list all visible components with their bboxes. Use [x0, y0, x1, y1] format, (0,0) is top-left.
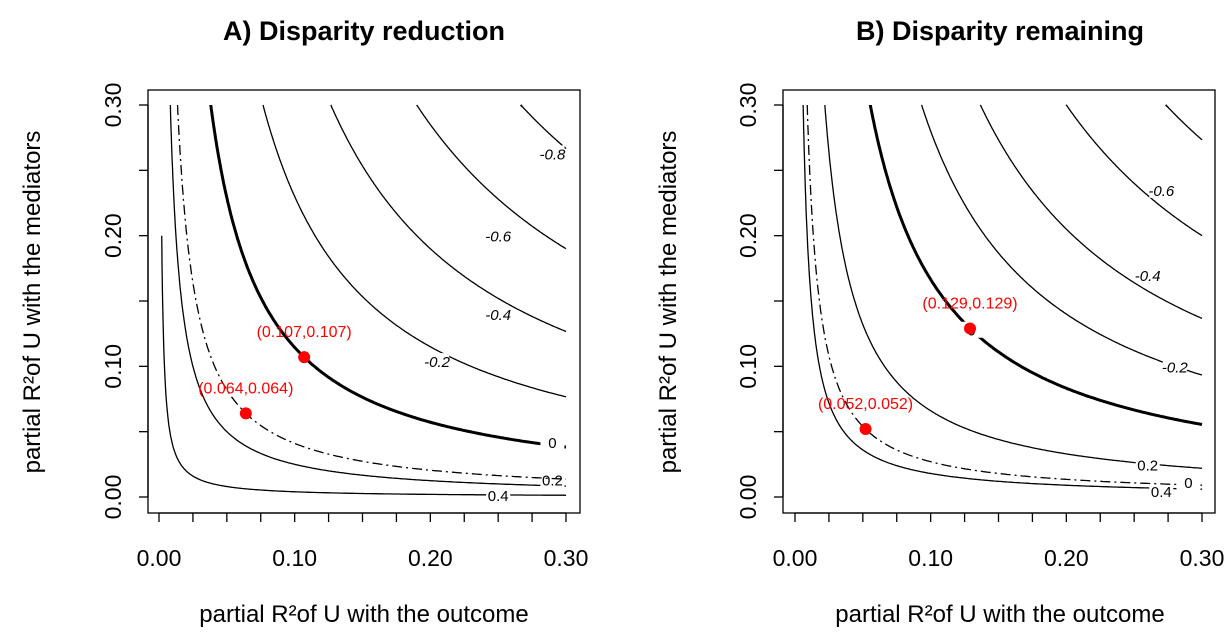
panel-a-points: (0.064,0.064) (0.107,0.107) — [198, 324, 352, 420]
x-tick-label: 0.10 — [908, 545, 953, 571]
panel-a-plot-box — [147, 89, 581, 514]
contour-label-bg — [486, 486, 511, 503]
panel-b-title: B) Disparity remaining — [856, 16, 1144, 46]
contour-line — [806, 104, 1202, 486]
contour-line — [802, 104, 1203, 490]
contour-line — [979, 104, 1203, 319]
contour-label-bg — [486, 227, 511, 244]
panel-a-x-axis: 0.00 0.10 0.20 0.30 — [137, 512, 589, 571]
panel-b-y-axis: 0.00 0.10 0.20 0.30 — [735, 83, 784, 520]
contour-line — [1065, 104, 1203, 237]
y-tick-label: 0.00 — [100, 475, 126, 520]
x-tick-label: 0.20 — [408, 545, 453, 571]
contour-label: 0 — [1184, 475, 1192, 492]
y-tick-label: 0.10 — [735, 344, 761, 389]
contour-label: -0.8 — [540, 146, 567, 163]
contour-line — [161, 235, 567, 496]
contour-label-bg — [1149, 181, 1174, 198]
contour-line — [209, 105, 567, 449]
contour-label: -0.2 — [1162, 359, 1189, 376]
panel-b-y-axis-label: partial R²of U with the mediators — [655, 131, 682, 474]
panel-a: A) Disparity reduction 0.40.20-0.2-0.4-0… — [19, 16, 588, 628]
contour-label-bg — [1149, 483, 1174, 500]
highlight-point — [859, 423, 872, 436]
contour-line — [176, 104, 567, 480]
highlight-point — [239, 407, 252, 420]
x-tick-label: 0.20 — [1044, 545, 1089, 571]
point-label: (0.052,0.052) — [818, 396, 913, 413]
panel-a-y-axis-label: partial R²of U with the mediators — [19, 131, 46, 474]
contour-line — [921, 104, 1203, 376]
contour-line — [1165, 104, 1203, 141]
contour-label: -0.6 — [1148, 183, 1175, 200]
contour-label: 0.4 — [1151, 484, 1172, 501]
contour-label-bg — [540, 471, 565, 488]
panel-b-x-axis-label: partial R²of U with the outcome — [835, 601, 1164, 628]
x-tick-label: 0.10 — [272, 545, 317, 571]
contour-label-bg — [540, 434, 565, 451]
contour-label: 0.4 — [488, 488, 509, 505]
contour-label: 0 — [548, 435, 556, 452]
contour-line — [330, 104, 567, 333]
contour-label-bg — [425, 353, 450, 370]
contour-line — [868, 104, 1203, 426]
point-label: (0.064,0.064) — [198, 380, 293, 397]
contour-label-bg — [540, 145, 565, 162]
contour-label: -0.6 — [485, 229, 512, 246]
contour-line — [520, 104, 567, 150]
contour-label-bg — [1162, 358, 1187, 375]
highlight-point — [298, 351, 311, 364]
x-tick-label: 0.00 — [773, 545, 818, 571]
y-tick-label: 0.00 — [735, 475, 761, 520]
panel-b-contours: 0.400.20-0.2-0.4-0.6 — [802, 104, 1203, 501]
highlight-point — [964, 322, 977, 335]
panel-a-x-axis-label: partial R²of U with the outcome — [199, 601, 528, 628]
x-tick-label: 0.30 — [1180, 545, 1225, 571]
contour-label-bg — [1135, 266, 1160, 283]
contour-label-bg — [486, 306, 511, 323]
contour-line — [416, 104, 567, 250]
contour-line — [262, 104, 567, 398]
x-tick-label: 0.30 — [544, 545, 589, 571]
y-tick-label: 0.30 — [735, 83, 761, 128]
contour-line — [169, 104, 567, 487]
y-tick-label: 0.30 — [100, 83, 126, 128]
panel-b: B) Disparity remaining 0.4 0 0.20 -0.2 -0.4 -… — [655, 16, 1224, 628]
contour-label: -0.4 — [485, 307, 511, 324]
panel-b-points: (0.052,0.052) (0.129,0.129) — [818, 295, 1018, 436]
y-tick-label: 0.10 — [100, 344, 126, 389]
contour-label-bg — [1135, 456, 1160, 473]
y-tick-label: 0.20 — [100, 213, 126, 258]
contour-label: -0.4 — [1135, 268, 1161, 285]
panel-a-title: A) Disparity reduction — [223, 16, 505, 46]
y-tick-label: 0.20 — [735, 213, 761, 258]
panel-a-contours: 0.4 0.2 0 -0.2 -0.4 -0.6 -0.8 — [161, 104, 567, 505]
point-label: (0.129,0.129) — [922, 295, 1017, 312]
panel-a-y-axis: 0.00 0.10 0.20 0.30 — [100, 83, 149, 520]
x-tick-label: 0.00 — [137, 545, 182, 571]
contour-label: 0.2 — [542, 472, 563, 489]
contour-label-bg — [1176, 473, 1201, 490]
contour-line — [824, 104, 1203, 469]
panel-b-x-axis: 0.00 0.10 0.20 0.30 — [773, 512, 1225, 571]
contour-label: -0.2 — [424, 354, 451, 371]
point-label: (0.107,0.107) — [257, 324, 352, 341]
contour-label: 0.2 — [1137, 457, 1158, 474]
